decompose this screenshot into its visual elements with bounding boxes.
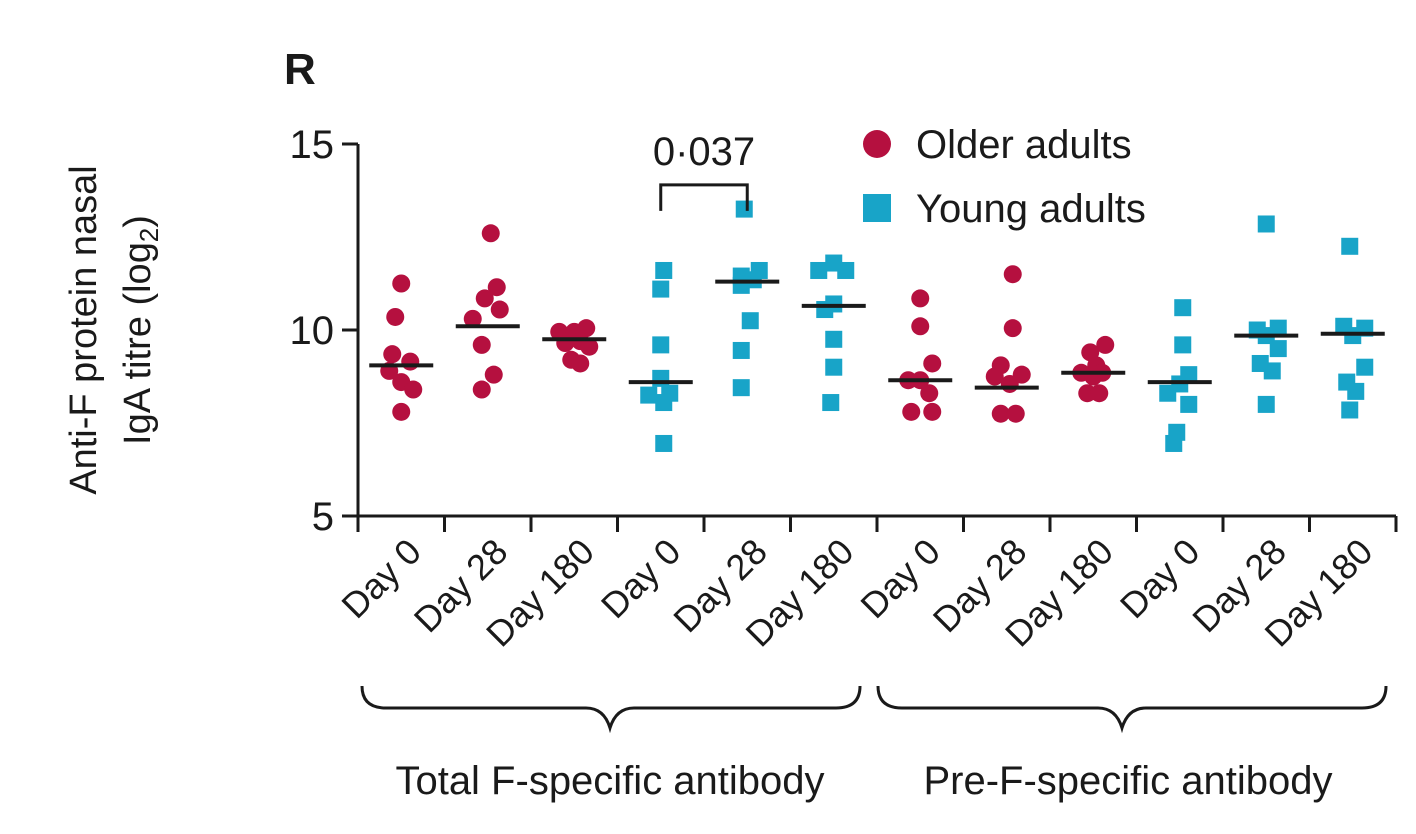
data-point-older — [911, 289, 930, 308]
data-point-young — [655, 261, 673, 279]
data-point-young — [825, 358, 843, 376]
data-point-older — [1003, 319, 1022, 338]
significance-annotation: 0·037 — [653, 130, 755, 211]
data-point-older — [985, 367, 1004, 386]
data-point-older — [923, 354, 942, 373]
data-point-older — [481, 224, 500, 243]
data-point-older — [386, 307, 405, 326]
group-brace-total: Total F-specific antibody — [360, 685, 862, 803]
data-point-older — [475, 289, 494, 308]
data-point-older — [472, 380, 491, 399]
y-axis-label-line2: IgA titre (log2) — [117, 215, 164, 445]
data-point-young — [1341, 237, 1359, 255]
y-tick-label: 10 — [290, 309, 335, 353]
legend-older-marker — [863, 130, 891, 158]
data-point-young — [732, 341, 750, 359]
data-point-young — [1165, 434, 1183, 452]
data-point-young — [1341, 401, 1359, 419]
data-point-older — [484, 365, 503, 384]
panel-label: R — [284, 45, 316, 94]
legend-young-label: Young adults — [916, 187, 1146, 231]
data-point-young — [1257, 395, 1275, 413]
data-point-young — [1356, 358, 1374, 376]
data-point-older — [902, 402, 921, 421]
data-point-older — [991, 404, 1010, 423]
y-ticks: 5 10 15 — [290, 123, 358, 539]
group-label-pre: Pre-F-specific antibody — [923, 759, 1332, 803]
data-point-older — [383, 345, 402, 364]
median-lines — [369, 279, 1385, 390]
y-axis-label-subscript: 2 — [134, 228, 164, 242]
legend-older-label: Older adults — [916, 123, 1132, 167]
data-point-young — [640, 386, 658, 404]
data-point-young — [825, 330, 843, 348]
data-point-older — [1006, 404, 1025, 423]
data-point-older — [490, 300, 509, 319]
data-point-young — [810, 261, 828, 279]
y-axis-label-close: ) — [117, 215, 159, 228]
data-point-young — [837, 261, 855, 279]
data-point-older — [911, 317, 930, 336]
group-brace-pre: Pre-F-specific antibody — [876, 685, 1388, 803]
data-point-young — [652, 280, 670, 298]
significance-bracket — [659, 183, 749, 211]
data-point-young — [822, 394, 840, 412]
y-axis-label-line2-text: IgA titre (log — [117, 242, 159, 445]
brace-pre — [876, 685, 1388, 734]
data-point-young — [1174, 299, 1192, 317]
data-point-young — [1174, 336, 1192, 354]
data-point-young — [652, 369, 670, 387]
data-point-older — [472, 335, 491, 354]
data-point-older — [571, 354, 590, 373]
data-point-older — [392, 274, 411, 293]
data-point-young — [816, 301, 834, 319]
p-value-label: 0·037 — [653, 130, 755, 174]
data-point-young — [735, 200, 753, 218]
brace-total — [360, 685, 862, 734]
legend: Older adults Young adults — [863, 123, 1146, 231]
data-point-older — [392, 402, 411, 421]
data-point-older — [1003, 265, 1022, 284]
data-point-older — [463, 309, 482, 328]
data-points — [380, 200, 1374, 452]
y-axis-label-line1: Anti-F protein nasal — [63, 165, 105, 495]
data-point-young — [1347, 382, 1365, 400]
data-point-older — [920, 384, 939, 403]
data-point-young — [1257, 215, 1275, 233]
data-point-older — [923, 402, 942, 421]
y-tick-label: 5 — [312, 495, 334, 539]
data-point-older — [1084, 367, 1103, 386]
data-point-older — [1000, 374, 1019, 393]
data-point-young — [732, 276, 750, 294]
data-point-young — [1180, 395, 1198, 413]
group-label-total: Total F-specific antibody — [395, 759, 824, 803]
data-point-young — [741, 312, 759, 330]
legend-young-marker — [863, 194, 891, 222]
data-point-young — [1269, 340, 1287, 358]
data-point-young — [1263, 362, 1281, 380]
data-point-older — [1090, 384, 1109, 403]
data-point-young — [655, 434, 673, 452]
data-point-older — [404, 380, 423, 399]
data-point-older — [487, 278, 506, 297]
y-tick-label: 15 — [290, 123, 335, 167]
data-point-older — [580, 337, 599, 356]
data-point-older — [401, 352, 420, 371]
data-point-older — [1096, 335, 1115, 354]
data-point-young — [652, 336, 670, 354]
data-point-young — [732, 379, 750, 397]
data-point-young — [655, 394, 673, 412]
